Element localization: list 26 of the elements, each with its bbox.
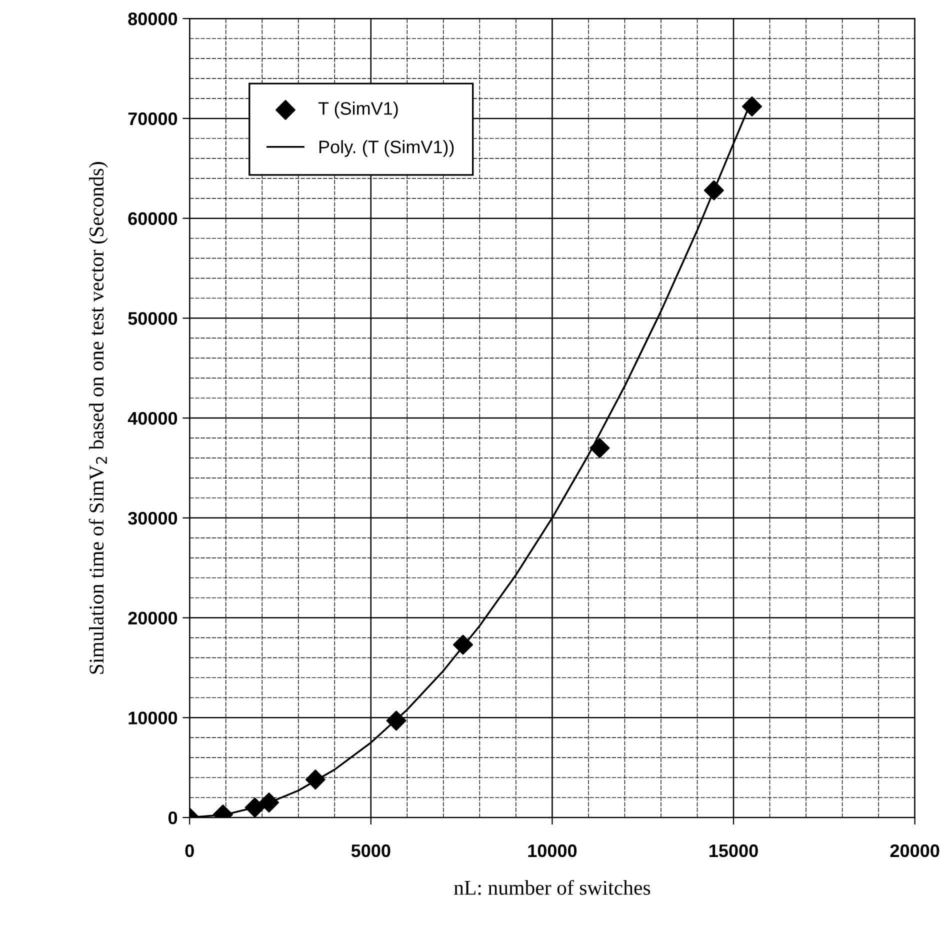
point [590, 438, 610, 458]
legend-label: T (SimV1) [318, 102, 398, 118]
point [259, 792, 280, 813]
y-tick-label: 80000 [128, 12, 178, 26]
y-tick-label: 50000 [128, 312, 178, 325]
y-tick-label: 60000 [128, 212, 178, 226]
y-tick-label: 0 [168, 811, 178, 824]
legend-label: Poly. (T (SimV1)) [319, 140, 454, 157]
point [305, 770, 326, 790]
y-axis-title: Simulation time of SimV$_{2}$ based on one test vector (Seconds) [88, 162, 108, 674]
x-tick-label: 10000 [528, 844, 577, 858]
point [742, 96, 762, 116]
point [244, 798, 265, 818]
x-tick-label: 20000 [890, 844, 940, 858]
x-tick-label: 5000 [351, 844, 390, 858]
y-tick-label: 70000 [128, 112, 178, 126]
y-tick-label: 40000 [128, 412, 178, 425]
x-axis-title: nL: number of switches [454, 880, 650, 895]
point [452, 634, 474, 655]
y-tick-label: 30000 [128, 512, 178, 525]
y-tick-label: 10000 [128, 712, 178, 724]
y-tick-label: 20000 [128, 612, 178, 625]
x-tick-label: 15000 [710, 844, 758, 858]
x-tick-label: 0 [185, 844, 194, 858]
point [704, 180, 724, 200]
point [386, 710, 406, 731]
